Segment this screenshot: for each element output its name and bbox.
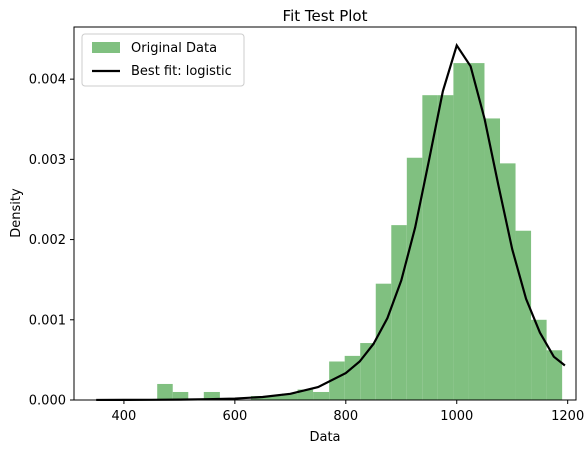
y-tick-label: 0.004 bbox=[29, 73, 66, 88]
x-tick-label: 1000 bbox=[440, 409, 473, 424]
plot-frame bbox=[73, 26, 577, 401]
histogram-bar bbox=[437, 95, 454, 400]
x-tick-label: 400 bbox=[112, 409, 137, 424]
x-tick-label: 1200 bbox=[551, 409, 584, 424]
histogram-bar bbox=[282, 393, 298, 400]
histogram-bar bbox=[406, 157, 423, 400]
histogram-bar bbox=[329, 361, 345, 400]
fit-line bbox=[96, 42, 566, 402]
histogram-bar bbox=[297, 389, 314, 400]
histogram-bar bbox=[422, 95, 438, 400]
histogram-bar bbox=[203, 391, 220, 400]
y-tick-label: 0.001 bbox=[29, 313, 66, 328]
x-axis-label: Data bbox=[309, 430, 340, 445]
histogram-bar bbox=[313, 391, 330, 400]
legend-label-best-fit: Best fit: logistic bbox=[131, 64, 232, 79]
x-axis-ticks: 400 600 800 1000 1200 bbox=[112, 400, 584, 424]
histogram-bar bbox=[468, 63, 485, 401]
y-axis-ticks: 0.000 0.001 0.002 0.003 0.004 bbox=[29, 73, 74, 409]
histogram-bar bbox=[500, 163, 516, 400]
legend: Original Data Best fit: logistic bbox=[81, 33, 245, 87]
histogram-bar bbox=[531, 319, 547, 400]
histogram-bar bbox=[391, 225, 407, 400]
legend-label-original-data: Original Data bbox=[131, 41, 217, 56]
x-tick-label: 600 bbox=[222, 409, 247, 424]
histogram-bar bbox=[375, 283, 392, 400]
histogram-bar bbox=[172, 391, 189, 400]
legend-swatch-original-data bbox=[92, 42, 120, 53]
histogram-bar bbox=[344, 355, 361, 400]
histogram-bar bbox=[453, 63, 469, 401]
legend-box bbox=[81, 33, 245, 87]
histogram-bar bbox=[157, 383, 173, 400]
histogram-bar bbox=[546, 350, 563, 400]
y-tick-label: 0.003 bbox=[29, 153, 66, 168]
y-axis-label: Density bbox=[9, 188, 24, 238]
histogram-bar bbox=[266, 395, 283, 400]
chart-title: Fit Test Plot bbox=[283, 7, 368, 25]
y-tick-label: 0.002 bbox=[29, 233, 66, 248]
histogram-bar bbox=[484, 118, 501, 400]
y-tick-label: 0.000 bbox=[29, 394, 66, 409]
histogram-bar bbox=[515, 230, 532, 400]
x-tick-label: 800 bbox=[333, 409, 358, 424]
